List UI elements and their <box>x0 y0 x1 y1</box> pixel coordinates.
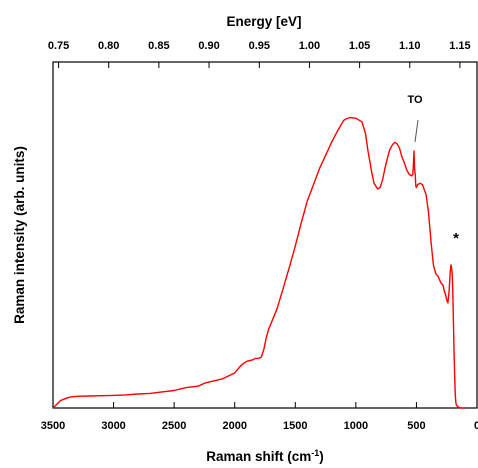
x2-tick-label: 1.10 <box>399 40 420 52</box>
bottom-axis-ticks: 3500 3000 2500 2000 1500 1000 500 0 <box>41 402 478 432</box>
x2-tick-label: 0.80 <box>98 40 119 52</box>
x-tick-label: 3500 <box>41 420 65 432</box>
spectrum-line <box>52 116 465 409</box>
annotation-to: TO <box>407 94 423 106</box>
x2-tick-label: 1.00 <box>299 40 320 52</box>
x-tick-label: 500 <box>407 420 425 432</box>
x2-tick-label: 0.95 <box>249 40 270 52</box>
annotation-asterisk: * <box>453 230 459 247</box>
x-tick-label: 3000 <box>101 420 125 432</box>
x2-tick-label: 1.05 <box>349 40 370 52</box>
x-tick-label: 0 <box>474 420 478 432</box>
x2-tick-label: 0.85 <box>148 40 169 52</box>
top-axis-ticks: 0.75 0.80 0.85 0.90 0.95 1.00 1.05 1.10 1.15 <box>48 40 471 68</box>
x2-tick-label: 0.75 <box>48 40 69 52</box>
x2-tick-label: 0.90 <box>198 40 219 52</box>
x-tick-label: 1000 <box>344 420 368 432</box>
x-tick-label: 2000 <box>222 420 246 432</box>
x-tick-label: 1500 <box>283 420 307 432</box>
top-axis-title: Energy [eV] <box>226 14 301 29</box>
x2-tick-label: 1.15 <box>449 40 470 52</box>
x-axis-title: Raman shift (cm-1) <box>206 448 324 464</box>
x-tick-label: 2500 <box>162 420 186 432</box>
plot-frame <box>52 61 478 409</box>
to-marker-line <box>414 119 419 143</box>
y-axis-title: Raman intensity (arb. units) <box>12 146 27 324</box>
